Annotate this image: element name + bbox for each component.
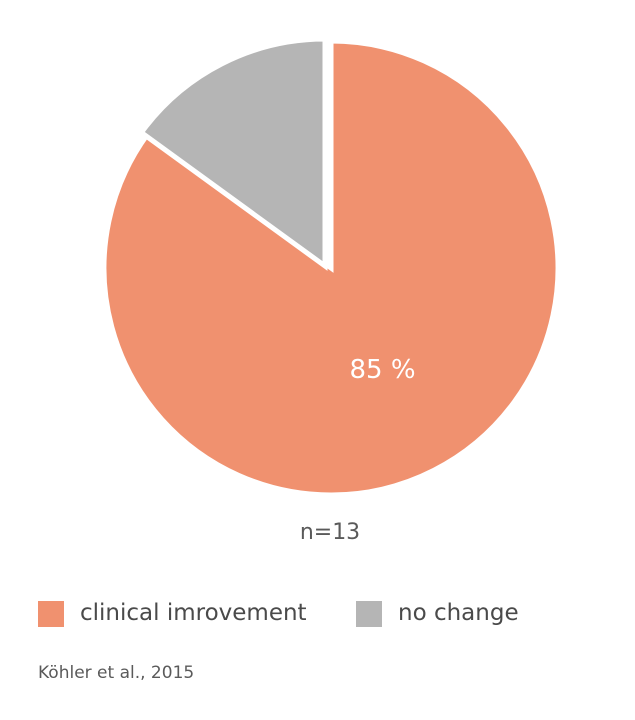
source-citation: Köhler et al., 2015 xyxy=(38,663,195,683)
pie-slice-clinical-imrovement xyxy=(101,38,561,498)
legend-swatch-no-change xyxy=(356,601,382,627)
pie-slice-no-change xyxy=(137,36,328,271)
legend-swatch-clinical-improvement xyxy=(38,601,64,627)
legend-label-no-change: no change xyxy=(398,600,519,626)
sample-size-label: n=13 xyxy=(299,520,361,545)
pie-slices: 85 % xyxy=(101,36,561,498)
pie-slice-value-label: 85 % xyxy=(349,355,415,385)
legend-label-clinical-improvement: clinical imrovement xyxy=(80,600,307,626)
